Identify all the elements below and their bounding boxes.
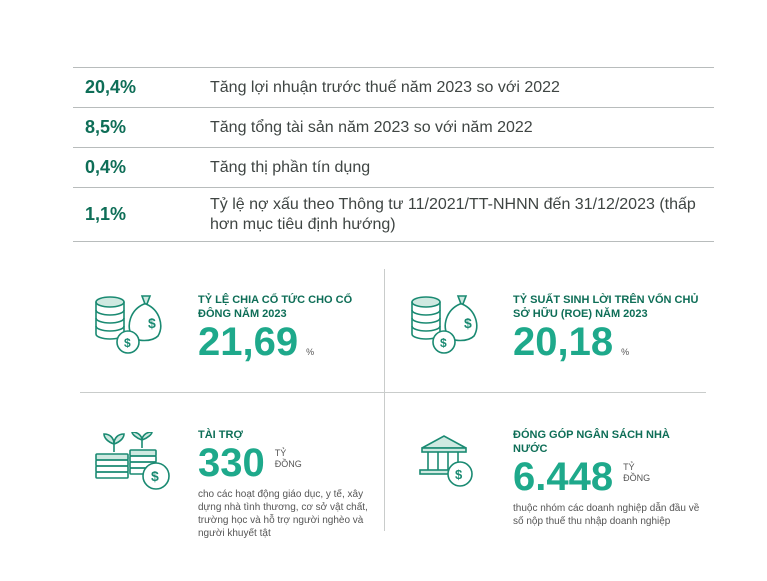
- row-description: Tăng tổng tài sản năm 2023 so với năm 20…: [210, 118, 533, 136]
- table-row: 0,4% Tăng thị phần tín dụng: [73, 148, 714, 188]
- stat-note: cho các hoạt động giáo dục, y tế, xây dự…: [198, 489, 368, 539]
- stat-unit-line2: ĐỒNG: [623, 473, 651, 483]
- stat-value: 20,18: [513, 320, 614, 364]
- stat-budget: ĐÓNG GÓP NGÂN SÁCH NHÀ NƯỚC 6.448 TỶ ĐỒN…: [513, 428, 703, 528]
- stat-roe: TỶ SUẤT SINH LỜI TRÊN VỐN CHỦ SỞ HỮU (RO…: [513, 293, 703, 363]
- stat-dividend: TỶ LỆ CHIA CỔ TỨC CHO CỔ ĐÔNG NĂM 2023 2…: [198, 293, 378, 363]
- row-value: 0,4%: [85, 157, 127, 177]
- table-row: 1,1% Tỷ lệ nợ xấu theo Thông tư 11/2021/…: [73, 188, 714, 242]
- stat-sponsor: TÀI TRỢ 330 TỶ ĐỒNG cho các hoạt động gi…: [198, 428, 378, 540]
- table-row: 20,4% Tăng lợi nhuận trước thuế năm 2023…: [73, 68, 714, 108]
- stat-unit: TỶ ĐỒNG: [275, 448, 302, 470]
- stat-unit: TỶ ĐỒNG: [623, 462, 650, 484]
- stat-label: TÀI TRỢ: [198, 429, 243, 441]
- row-description: Tăng thị phần tín dụng: [210, 158, 371, 176]
- stat-value: 330: [198, 441, 265, 485]
- stat-label: TỶ LỆ CHIA CỔ TỨC CHO CỔ ĐÔNG NĂM 2023: [198, 294, 353, 320]
- stat-value: 6.448: [513, 455, 614, 499]
- stat-value-row: 20,18 %: [513, 321, 703, 363]
- coins-money-bag-icon: $ $: [95, 295, 162, 354]
- stat-value-row: 21,69 %: [198, 321, 378, 363]
- grid-divider-vertical: [384, 269, 385, 531]
- row-value: 8,5%: [85, 117, 127, 137]
- stat-unit-line1: TỶ: [274, 448, 287, 458]
- stat-unit: %: [621, 347, 630, 357]
- stat-label: ĐÓNG GÓP NGÂN SÁCH NHÀ NƯỚC: [513, 429, 670, 455]
- stat-unit: %: [306, 347, 315, 357]
- row-description: Tăng lợi nhuận trước thuế năm 2023 so vớ…: [210, 78, 560, 96]
- stat-unit-line1: TỶ: [623, 462, 635, 472]
- svg-text:$: $: [124, 336, 131, 350]
- svg-text:$: $: [455, 467, 463, 482]
- row-value: 1,1%: [85, 204, 127, 224]
- stat-unit-line2: ĐỒNG: [274, 459, 302, 469]
- stat-value-row: 330 TỶ ĐỒNG: [198, 442, 378, 484]
- svg-text:$: $: [151, 468, 159, 484]
- svg-text:$: $: [440, 336, 447, 350]
- svg-text:$: $: [464, 315, 472, 331]
- stat-value-row: 6.448 TỶ ĐỒNG: [513, 456, 703, 498]
- summary-table: 20,4% Tăng lợi nhuận trước thuế năm 2023…: [73, 67, 714, 242]
- coins-money-bag-icon: $ $: [411, 295, 478, 354]
- stat-value: 21,69: [198, 320, 299, 364]
- table-row: 8,5% Tăng tổng tài sản năm 2023 so với n…: [73, 108, 714, 148]
- stat-note: thuộc nhóm các doanh nghiệp dẫn đầu về s…: [513, 503, 700, 527]
- svg-text:$: $: [148, 315, 156, 331]
- stat-label: TỶ SUẤT SINH LỜI TRÊN VỐN CHỦ SỞ HỮU (RO…: [513, 294, 699, 320]
- grid-divider-horizontal: [80, 392, 706, 393]
- bank-icon: $: [419, 435, 473, 487]
- row-description: Tỷ lệ nợ xấu theo Thông tư 11/2021/TT-NH…: [210, 195, 696, 233]
- plant-coins-icon: $: [95, 432, 170, 490]
- row-value: 20,4%: [85, 77, 137, 97]
